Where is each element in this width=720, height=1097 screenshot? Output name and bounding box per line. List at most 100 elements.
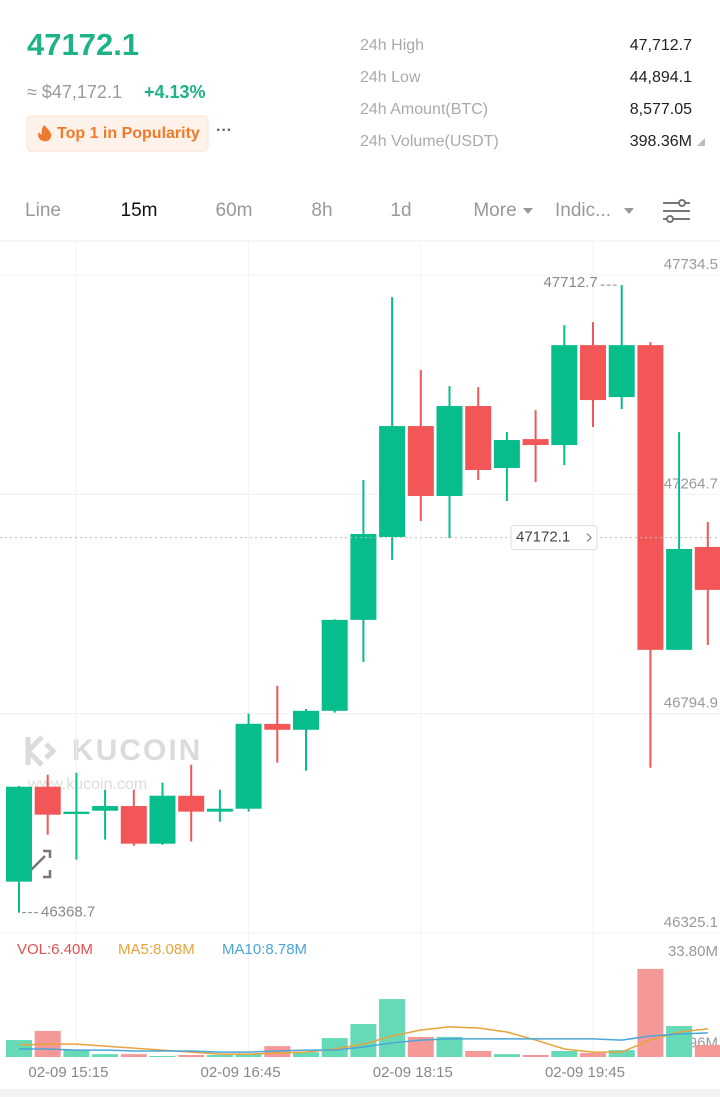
- volume-bar: [92, 1054, 119, 1057]
- badge[interactable]: [26, 115, 209, 152]
- watermark: KUCOIN www.kucoin.com: [25, 734, 202, 793]
- volume-bar: [580, 1052, 606, 1057]
- candle-body: [522, 439, 549, 446]
- stat-value: 44,894.1: [630, 69, 692, 86]
- candle-body: [120, 806, 147, 844]
- candle-body: [6, 786, 32, 882]
- candle-body: [206, 808, 233, 812]
- dropdown-arrow: [624, 208, 634, 214]
- stat-label: 24h Low: [360, 69, 421, 86]
- volume-bar: [465, 1050, 492, 1057]
- flame-icon: [38, 125, 52, 142]
- volume-bar: [436, 1036, 463, 1057]
- price-chart: 46325.1 46794.9 47264.7 47734.5 47172.1 47712…: [0, 241, 720, 1060]
- tabs: Line 15m 60m 8h 1d More Indic...: [25, 200, 611, 221]
- candle-body: [92, 806, 119, 811]
- stat-label: 24h High: [360, 37, 424, 54]
- sort-icon: [697, 138, 705, 146]
- volume-bar: [149, 1055, 176, 1057]
- candle-body: [149, 795, 176, 844]
- volume-bar: [350, 1023, 377, 1057]
- y-tick-label: 47734.5: [664, 256, 718, 273]
- volume-bar: [694, 1044, 720, 1057]
- stat-label: 24h Volume(USDT): [360, 133, 499, 150]
- last-price-box[interactable]: [510, 525, 598, 551]
- volume-bar: [551, 1050, 578, 1057]
- candle-body: [551, 345, 578, 446]
- candle-body: [637, 345, 664, 650]
- volume-bar: [321, 1038, 348, 1057]
- high-label: 47712.7: [543, 274, 597, 291]
- candle-body: [666, 548, 693, 650]
- candle-body: [493, 440, 520, 469]
- y-tick-label: 46325.1: [664, 914, 718, 931]
- legend-entry: MA5:8.08M: [118, 941, 195, 958]
- tab[interactable]: 60m: [216, 200, 253, 221]
- chevron: [586, 533, 592, 542]
- x-tick-label: 02-09 16:45: [201, 1064, 281, 1081]
- volume-bar: [235, 1054, 262, 1057]
- candle-body: [264, 723, 291, 730]
- candle-body: [321, 619, 348, 711]
- last-price-label: 47172.1: [516, 529, 570, 546]
- ma-line: [18, 1026, 708, 1055]
- legend-entry: MA10:8.78M: [222, 941, 307, 958]
- stat-label: 24h Amount(BTC): [360, 101, 488, 118]
- volume-bar: [379, 999, 406, 1057]
- x-tick-label: 02-09 18:15: [373, 1064, 453, 1081]
- volume-bar: [178, 1054, 205, 1057]
- volume-bar: [608, 1050, 635, 1057]
- low-label: 46368.7: [41, 904, 95, 921]
- candle-body: [293, 710, 319, 730]
- candle-body: [379, 426, 406, 537]
- volume-bar: [293, 1052, 319, 1057]
- badge-text: Top 1 in Popularity: [57, 125, 200, 142]
- candle-body: [63, 811, 90, 814]
- volume-bar: [120, 1054, 147, 1057]
- change: +4.13%: [144, 82, 206, 102]
- x-tick-label: 02-09 19:45: [545, 1064, 625, 1081]
- tab[interactable]: Line: [25, 200, 61, 221]
- settings-icon[interactable]: [663, 199, 690, 223]
- volume-bar: [637, 968, 664, 1057]
- volume-bar: [206, 1054, 233, 1057]
- usd-price: ≈ $47,172.1: [27, 82, 122, 102]
- volume-bar: [493, 1054, 520, 1057]
- dropdown-arrow: [523, 208, 533, 214]
- y-tick-label: 47264.7: [664, 475, 718, 492]
- y-tick-label: 46794.9: [664, 695, 718, 712]
- volume-bar: [63, 1050, 90, 1057]
- stat-value: 398.36M: [630, 133, 692, 150]
- stats: 24h High 47,712.7 24h Low 44,894.1 24h Amoun…: [360, 37, 705, 150]
- x-tick-label: 02-09 15:15: [28, 1064, 108, 1081]
- tab[interactable]: 1d: [390, 200, 411, 221]
- candle-body: [465, 406, 492, 471]
- candle-body: [235, 723, 262, 809]
- legend-entry: VOL:6.40M: [17, 941, 93, 958]
- volume-bar: [522, 1054, 549, 1057]
- candle-body: [608, 345, 635, 398]
- candle-body: [407, 426, 434, 496]
- stat-value: 8,577.05: [630, 101, 692, 118]
- candle-body: [350, 533, 377, 620]
- bottom-bar: [0, 1089, 720, 1097]
- volume-bar: [407, 1036, 434, 1057]
- tab[interactable]: More: [473, 200, 516, 221]
- candle-body: [436, 406, 463, 496]
- more-button[interactable]: ···: [216, 122, 232, 139]
- y-tick-label: 33.80M: [668, 943, 718, 960]
- tab[interactable]: Indic...: [555, 200, 611, 221]
- candle-body: [178, 795, 205, 812]
- candle-body: [580, 345, 606, 401]
- ma-line: [19, 1032, 708, 1053]
- tab[interactable]: 8h: [311, 200, 332, 221]
- candle-body: [694, 546, 720, 590]
- stat-value: 47,712.7: [630, 37, 692, 54]
- candle-body: [34, 786, 61, 815]
- tab[interactable]: 15m: [121, 200, 158, 221]
- price: 47172.1: [27, 27, 139, 62]
- watermark-brand: KUCOIN: [72, 734, 202, 767]
